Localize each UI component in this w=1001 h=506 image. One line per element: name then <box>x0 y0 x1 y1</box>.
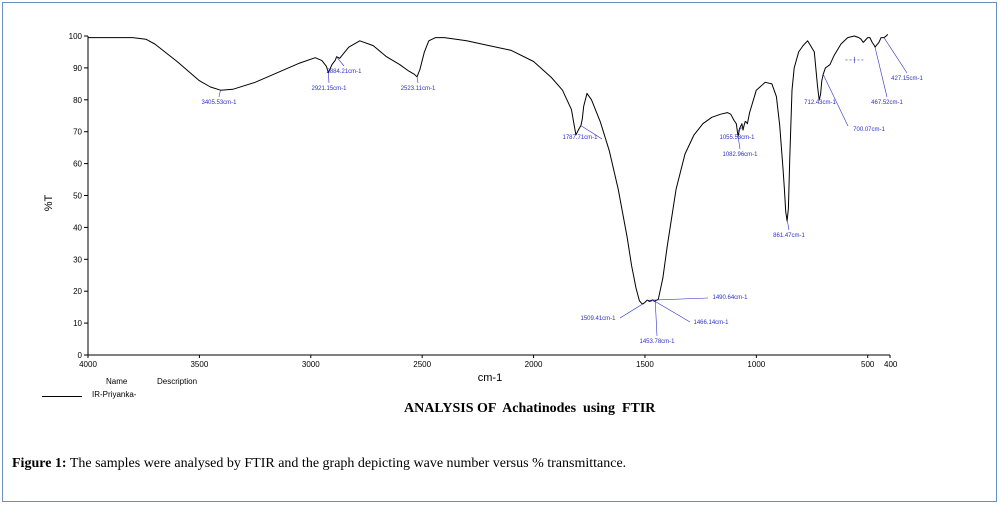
x-tick-label: 1500 <box>636 360 654 369</box>
peak-annotations: 3405.53cm-1 2921.15cm-1 2884.21cm-1 2523.11… <box>201 37 924 345</box>
legend-header-description: Description <box>157 377 198 386</box>
peak-label: 2921.15cm-1 <box>311 86 347 92</box>
peak-label: 1055.53cm-1 <box>719 135 755 141</box>
x-tick-label: 3500 <box>190 360 208 369</box>
peak-leader-line <box>619 303 644 319</box>
y-tick-label: 0 <box>78 351 83 360</box>
figure-caption: Figure 1: The samples were analysed by F… <box>12 456 626 472</box>
tick-marks: 0 10 20 30 40 50 60 70 80 90 100 4000 3500 3000 2500 20… <box>69 32 898 369</box>
peak-leader-line <box>416 76 419 84</box>
peak-label: 1509.41cm-1 <box>580 316 616 322</box>
x-tick-label: 2000 <box>525 360 543 369</box>
peak-label: 1466.14cm-1 <box>693 320 729 326</box>
peak-label: 2523.11cm-1 <box>401 86 436 92</box>
y-tick-label: 50 <box>73 192 82 201</box>
peak-label: 712.43cm-1 <box>804 100 836 106</box>
peak-leader-line <box>336 56 345 67</box>
peak-label: 1453.78cm-1 <box>639 339 675 345</box>
peak-leader-line <box>786 219 790 231</box>
peak-leader-line <box>822 74 849 127</box>
legend-series-name: IR-Priyanka- <box>92 390 137 399</box>
spectrum-line <box>88 34 889 305</box>
caption-text: The samples were analysed by FTIR and th… <box>66 456 627 471</box>
peak-label: 700.07cm-1 <box>853 127 885 133</box>
x-tick-label: 1000 <box>747 360 765 369</box>
peak-leader-line <box>883 37 908 74</box>
caption-label: Figure 1: <box>12 456 67 471</box>
peak-label: 861.47cm-1 <box>773 233 805 239</box>
peak-label: 1490.64cm-1 <box>712 295 748 301</box>
y-tick-label: 20 <box>73 287 82 296</box>
peak-leader-line <box>652 299 691 323</box>
y-tick-label: 30 <box>73 255 82 264</box>
peak-leader-line <box>737 134 741 150</box>
y-tick-label: 70 <box>73 128 82 137</box>
peak-label: 1082.96cm-1 <box>722 152 758 158</box>
y-tick-label: 80 <box>73 96 82 105</box>
peak-leader-line <box>647 297 709 301</box>
peak-leader-line <box>328 72 330 84</box>
peak-leader-line <box>580 125 603 140</box>
peak-leader-line <box>736 125 745 133</box>
x-tick-label: 2500 <box>413 360 431 369</box>
x-tick-label: 500 <box>861 360 875 369</box>
peak-label: 467.52cm-1 <box>871 100 903 106</box>
y-axis-label: %T <box>43 194 55 211</box>
y-tick-label: 60 <box>73 160 82 169</box>
legend-header-name: Name <box>106 377 128 386</box>
spectrum-layer <box>88 34 889 305</box>
x-tick-label: 3000 <box>302 360 320 369</box>
peak-label: 2884.21cm-1 <box>326 69 362 75</box>
x-axis-label: cm-1 <box>478 372 502 384</box>
x-tick-label: 4000 <box>79 360 97 369</box>
peak-leader-line <box>874 46 888 98</box>
chart-title: ANALYSIS OF Achatinodes using FTIR <box>404 401 656 416</box>
peak-label: 427.15cm-1 <box>891 76 923 82</box>
legend-line-swatch <box>42 396 82 397</box>
peak-label: 1787.71cm-1 <box>562 135 598 141</box>
x-tick-label: 400 <box>884 360 898 369</box>
y-tick-label: 100 <box>69 32 83 41</box>
y-tick-label: 40 <box>73 223 82 232</box>
y-tick-label: 10 <box>73 319 82 328</box>
peak-leader-line <box>654 300 658 337</box>
peak-label: 3405.53cm-1 <box>201 100 237 106</box>
y-tick-label: 90 <box>73 64 82 73</box>
peak-leader-line <box>218 90 221 98</box>
